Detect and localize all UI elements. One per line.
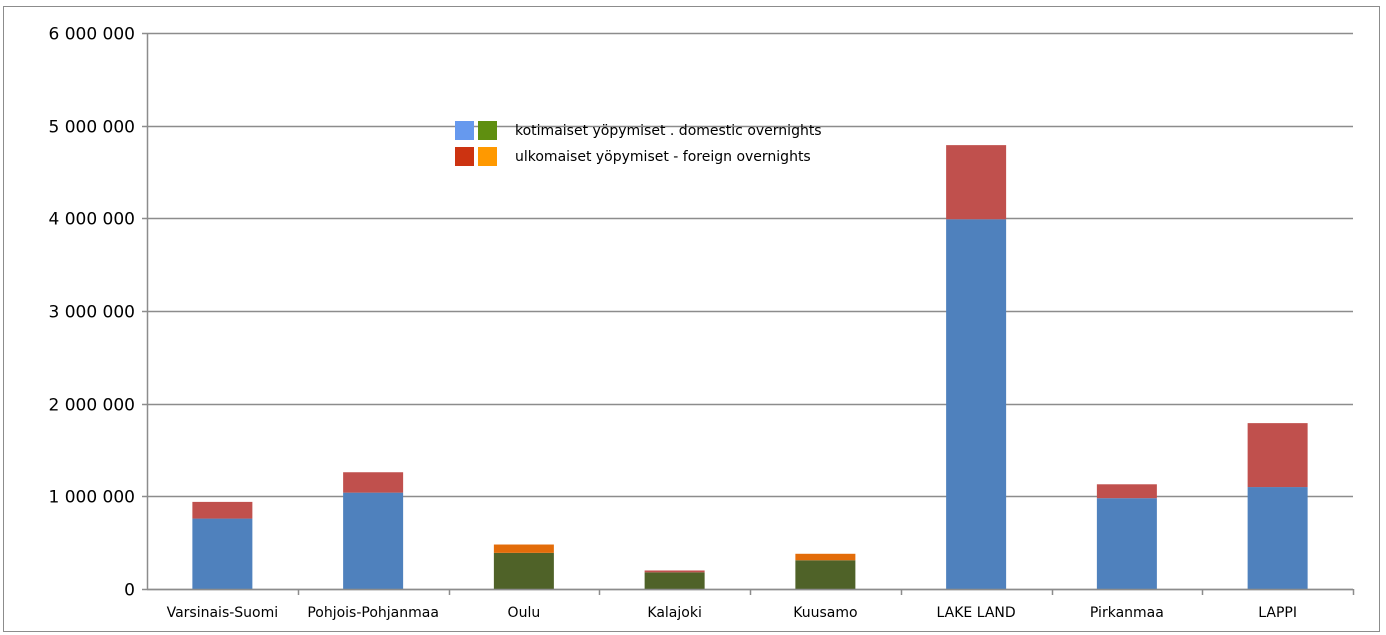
y-tick-label: 6 000 000 (48, 25, 135, 45)
x-axis: Varsinais-Suomi Pohjois-Pohjanmaa Oulu Kala… (147, 588, 1355, 621)
bar-segment-foreign (493, 544, 554, 553)
y-tick-label: 1 000 000 (48, 488, 135, 508)
x-tick-label: Varsinais-Suomi (167, 605, 279, 621)
bar-segment-foreign (1096, 484, 1157, 499)
legend-label: ulkomaiset yöpymiset - foreign overnight… (515, 149, 811, 165)
legend: kotimaiset yöpymiset . domestic overnigh… (455, 121, 822, 166)
bars (192, 145, 1308, 589)
legend-swatch (478, 121, 497, 140)
y-tick-label: 2 000 000 (48, 396, 135, 416)
x-tick-label: Oulu (508, 605, 541, 621)
x-tick-label: LAPPI (1258, 605, 1297, 621)
bar-segment-foreign (946, 145, 1007, 220)
x-tick-label: LAKE LAND (937, 605, 1016, 621)
legend-label: kotimaiset yöpymiset . domestic overnigh… (515, 123, 822, 139)
y-tick-label: 5 000 000 (48, 118, 135, 138)
bar-segment-domestic (644, 572, 705, 589)
bar-segment-domestic (343, 492, 404, 589)
bar-segment-foreign (1247, 423, 1308, 488)
bar-segment-foreign (644, 570, 705, 573)
y-tick-label: 3 000 000 (48, 303, 135, 323)
stacked-bar-chart: 0 1 000 000 2 000 000 3 000 000 4 000 000 5 0… (48, 25, 1355, 621)
x-tick-label: Pohjois-Pohjanmaa (307, 605, 439, 621)
bar-segment-foreign (192, 501, 253, 519)
bar-segment-foreign (795, 553, 856, 561)
gridlines (142, 32, 1353, 591)
legend-swatch (455, 147, 474, 166)
bar-segment-domestic (1096, 498, 1157, 589)
legend-swatch (455, 121, 474, 140)
bar-segment-foreign (343, 472, 404, 493)
bar-segment-domestic (1247, 487, 1308, 589)
bar-segment-domestic (946, 219, 1007, 589)
bar-segment-domestic (795, 560, 856, 589)
x-tick-label: Pirkanmaa (1090, 605, 1164, 621)
y-tick-label: 4 000 000 (48, 210, 135, 230)
x-tick-label: Kalajoki (647, 605, 701, 621)
bar-segment-domestic (192, 518, 253, 589)
x-tick-label: Kuusamo (793, 605, 857, 621)
y-axis: 0 1 000 000 2 000 000 3 000 000 4 000 000 5 0… (48, 25, 149, 601)
chart-frame: 0 1 000 000 2 000 000 3 000 000 4 000 000 5 0… (3, 6, 1380, 632)
y-tick-label: 0 (124, 581, 135, 601)
legend-swatch (478, 147, 497, 166)
bar-segment-domestic (493, 552, 554, 589)
